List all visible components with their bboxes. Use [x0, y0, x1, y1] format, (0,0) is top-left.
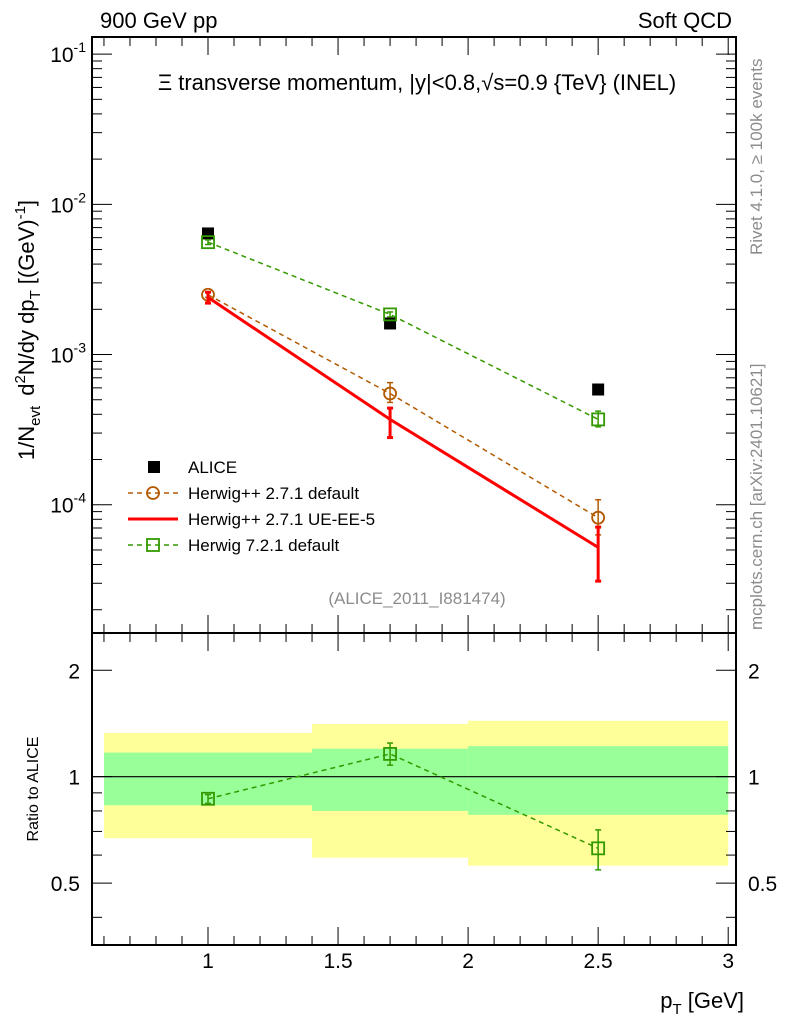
ylabel-c: N/dy dp — [14, 299, 39, 375]
ylabel-d: [(GeV) — [14, 219, 39, 284]
ylabel-b-sup: 2 — [12, 375, 29, 383]
side-text-bottom: mcplots.cern.ch [arXiv:2401.10621] — [747, 364, 766, 630]
axes: 1 1.5 2 2.5 310-110-210-310-40.5 0.51 12 2 — [50, 37, 777, 973]
main-point-herwigpp_default — [591, 510, 606, 525]
main-point-alice — [384, 317, 397, 330]
xlabel-a: p — [660, 988, 672, 1013]
main-point-herwig7 — [201, 235, 215, 250]
header-right: Soft QCD — [638, 8, 732, 33]
ylabel-a: 1/N — [14, 426, 39, 460]
x-tick-label: 1.5 — [323, 950, 352, 973]
ratio-y-label: Ratio to ALICE — [25, 737, 42, 842]
x-tick-label: 1 — [202, 950, 214, 973]
main-point-herwigpp_default — [383, 386, 397, 401]
x-axis-label: pT [GeV] — [660, 988, 744, 1018]
band-green-2 — [468, 746, 729, 815]
legend-marker-alice — [148, 461, 160, 473]
legend-label-alice: ALICE — [188, 458, 237, 477]
ylabel-d-sup: -1 — [12, 206, 29, 219]
header-left: 900 GeV pp — [100, 8, 217, 33]
y-tick-exp: -1 — [74, 39, 87, 55]
xlabel-b: [GeV] — [682, 988, 744, 1013]
y-axis-label: 1/Nevt d2N/dy dpT [(GeV)-1] — [12, 200, 44, 460]
ylabel-b: d — [14, 384, 39, 396]
ratio-y-tick-label: 1 — [68, 767, 80, 790]
main-point-alice — [592, 383, 605, 396]
plot-marks — [201, 227, 606, 871]
ratio-bands — [92, 720, 736, 866]
ratio-y-tick-label-right: 0.5 — [748, 873, 777, 896]
ratio-point-herwig7 — [201, 791, 215, 806]
ratio-point-herwig7 — [383, 746, 397, 761]
legend-marker-herwig7 — [146, 538, 160, 552]
y-tick-label: 10-1 — [50, 39, 86, 67]
y-tick-base: 10 — [50, 345, 73, 368]
legend: ALICE Herwig++ 2.7.1 default Herwig++ 2.7.… — [128, 458, 375, 555]
x-tick-label: 2 — [462, 950, 474, 973]
analysis-tag: (ALICE_2011_I881474) — [328, 589, 505, 608]
ratio-y-tick-label-right: 1 — [748, 767, 760, 790]
ratio-point-herwig7 — [591, 841, 606, 856]
y-tick-label: 10-2 — [50, 189, 86, 217]
legend-label-ue_ee5: Herwig++ 2.7.1 UE-EE-5 — [188, 510, 375, 529]
main-line-herwig7 — [207, 241, 599, 421]
legend-label-herwig7: Herwig 7.2.1 default — [188, 536, 339, 555]
y-tick-base: 10 — [50, 495, 73, 518]
ratio-frame — [91, 632, 737, 946]
x-tick-label: 3 — [722, 950, 734, 973]
main-point-herwig7 — [383, 307, 397, 322]
y-tick-exp: -3 — [74, 340, 87, 356]
legend-marker-herwigpp_default — [146, 486, 160, 500]
y-tick-base: 10 — [50, 194, 73, 217]
main-point-herwig7 — [591, 412, 606, 427]
ylabel-a-sub: evt — [27, 405, 44, 426]
main-point-alice — [202, 227, 215, 240]
ylabel-e: ] — [14, 200, 39, 206]
y-tick-label: 10-4 — [50, 490, 86, 518]
legend-label-herwigpp_default: Herwig++ 2.7.1 default — [188, 484, 359, 503]
xlabel-a-sub: T — [672, 1001, 681, 1018]
x-tick-label: 2.5 — [584, 950, 613, 973]
y-tick-exp: -4 — [74, 490, 87, 506]
ratio-y-tick-label-right: 2 — [748, 660, 760, 683]
y-tick-base: 10 — [50, 44, 73, 67]
y-tick-exp: -2 — [74, 189, 87, 205]
side-text-top: Rivet 4.1.0, ≥ 100k events — [747, 59, 766, 255]
ylabel-c-sub: T — [27, 290, 44, 299]
chart-title: Ξ transverse momentum, |y|<0.8,√s=0.9 {T… — [158, 70, 676, 95]
y-tick-label: 10-3 — [50, 340, 86, 368]
ratio-y-tick-label: 0.5 — [51, 873, 80, 896]
ratio-y-tick-label: 2 — [68, 660, 80, 683]
